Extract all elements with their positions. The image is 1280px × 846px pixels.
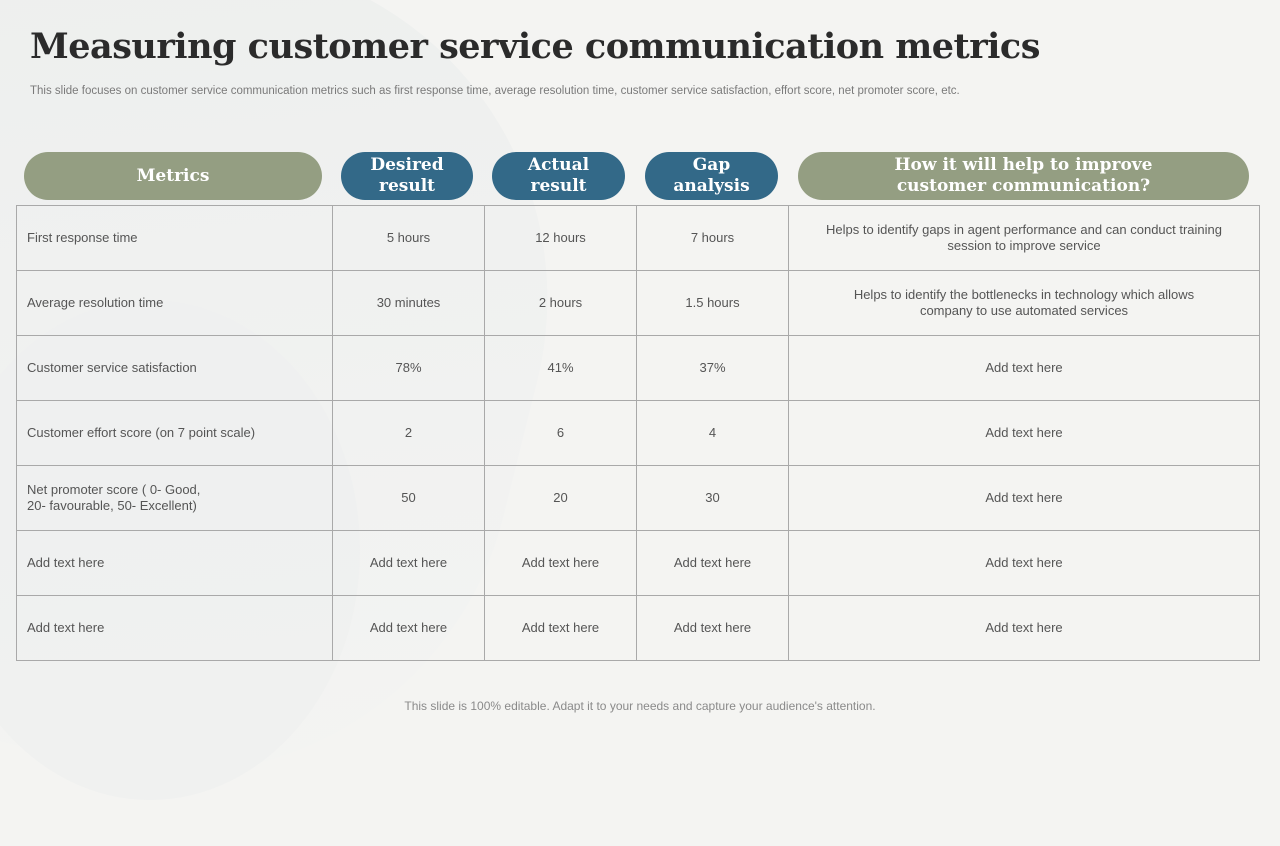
cell-metric: Net promoter score ( 0- Good, 20- favour…	[16, 465, 333, 531]
cell-gap: Add text here	[636, 595, 789, 661]
header-actual-line1: Actual	[527, 155, 590, 175]
cell-gap: 1.5 hours	[636, 270, 789, 336]
header-gap-line2: analysis	[673, 176, 750, 196]
header-metrics-label: Metrics	[136, 165, 210, 186]
header-actual-line2: result	[530, 176, 587, 196]
cell-gap: 7 hours	[636, 205, 789, 271]
cell-help: Add text here	[788, 335, 1260, 401]
header-how-it-helps: How it will help to improve customer comm…	[798, 152, 1249, 200]
cell-metric: Add text here	[16, 595, 333, 661]
cell-actual: Add text here	[484, 595, 637, 661]
cell-desired: Add text here	[332, 595, 485, 661]
header-gap-analysis: Gap analysis	[645, 152, 778, 200]
cell-desired: 78%	[332, 335, 485, 401]
table-row: Add text here Add text here Add text her…	[16, 595, 1260, 661]
cell-metric: Average resolution time	[16, 270, 333, 336]
cell-gap: 4	[636, 400, 789, 466]
cell-actual: 41%	[484, 335, 637, 401]
cell-actual: 2 hours	[484, 270, 637, 336]
cell-help: Helps to identify the bottlenecks in tec…	[788, 270, 1260, 336]
cell-metric: Customer service satisfaction	[16, 335, 333, 401]
cell-metric: First response time	[16, 205, 333, 271]
slide-subtitle: This slide focuses on customer service c…	[30, 85, 960, 97]
cell-help: Add text here	[788, 465, 1260, 531]
header-desired-result: Desired result	[341, 152, 473, 200]
cell-actual: 6	[484, 400, 637, 466]
header-desired-line1: Desired	[370, 155, 444, 175]
metrics-table: First response time 5 hours 12 hours 7 h…	[16, 205, 1260, 661]
cell-help: Add text here	[788, 530, 1260, 596]
header-help-line1: How it will help to improve	[894, 155, 1153, 175]
table-row: Add text here Add text here Add text her…	[16, 530, 1260, 596]
table-row: Average resolution time 30 minutes 2 hou…	[16, 270, 1260, 336]
cell-help: Helps to identify gaps in agent performa…	[788, 205, 1260, 271]
slide-title: Measuring customer service communication…	[30, 26, 1040, 67]
cell-help: Add text here	[788, 400, 1260, 466]
cell-gap: Add text here	[636, 530, 789, 596]
header-actual-result: Actual result	[492, 152, 625, 200]
header-help-line2: customer communication?	[896, 176, 1151, 196]
header-desired-line2: result	[378, 176, 435, 196]
cell-gap: 37%	[636, 335, 789, 401]
cell-actual: 12 hours	[484, 205, 637, 271]
cell-actual: 20	[484, 465, 637, 531]
header-gap-line1: Gap	[692, 155, 731, 175]
header-metrics: Metrics	[24, 152, 322, 200]
cell-metric: Customer effort score (on 7 point scale)	[16, 400, 333, 466]
cell-gap: 30	[636, 465, 789, 531]
cell-desired: 2	[332, 400, 485, 466]
cell-desired: Add text here	[332, 530, 485, 596]
cell-desired: 30 minutes	[332, 270, 485, 336]
cell-desired: 50	[332, 465, 485, 531]
table-row: First response time 5 hours 12 hours 7 h…	[16, 205, 1260, 271]
table-row: Customer service satisfaction 78% 41% 37…	[16, 335, 1260, 401]
table-row: Customer effort score (on 7 point scale)…	[16, 400, 1260, 466]
cell-actual: Add text here	[484, 530, 637, 596]
table-row: Net promoter score ( 0- Good, 20- favour…	[16, 465, 1260, 531]
cell-metric: Add text here	[16, 530, 333, 596]
cell-help: Add text here	[788, 595, 1260, 661]
cell-desired: 5 hours	[332, 205, 485, 271]
footer-note: This slide is 100% editable. Adapt it to…	[404, 699, 876, 713]
